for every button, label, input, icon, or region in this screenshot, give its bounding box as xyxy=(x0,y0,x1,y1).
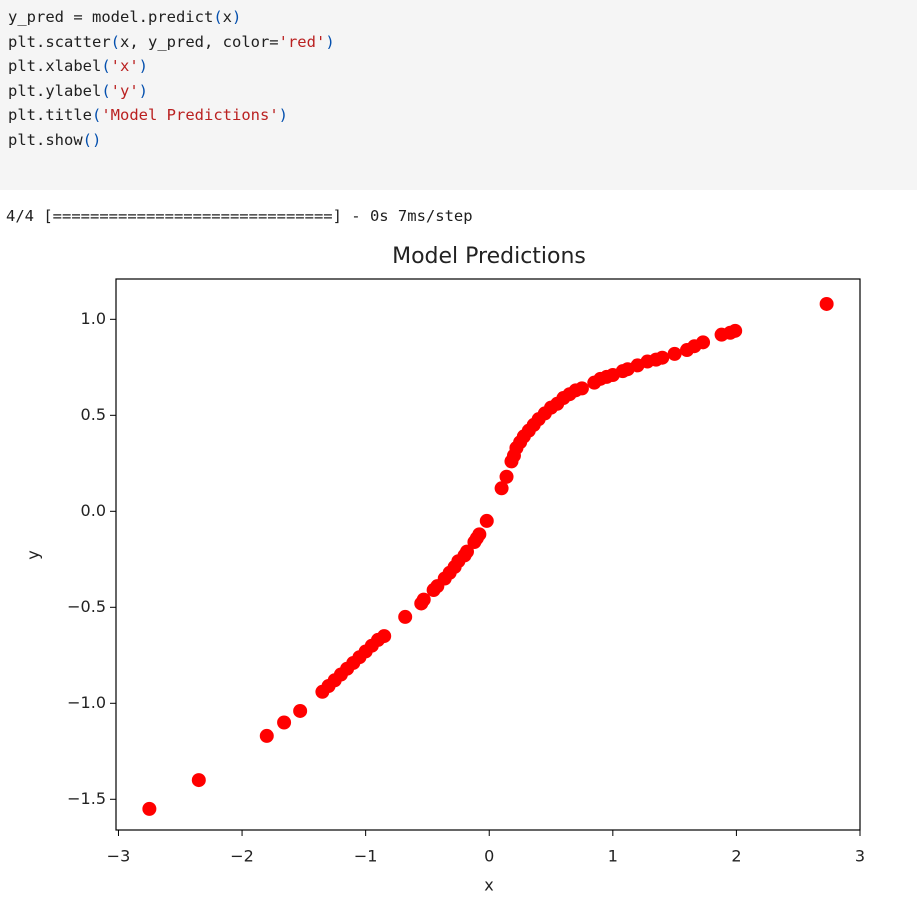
code-line: plt.title('Model Predictions') xyxy=(8,106,288,124)
x-tick-label: −3 xyxy=(107,847,131,866)
point xyxy=(728,323,743,338)
point xyxy=(667,346,682,361)
code-token: ) xyxy=(138,81,149,100)
code-token: plt.scatter xyxy=(8,32,111,51)
x-axis-label: x xyxy=(484,876,493,895)
code-cell[interactable]: y_pred = model.predict(x) plt.scatter(x, … xyxy=(0,0,917,190)
code-token: plt.show xyxy=(8,130,83,149)
y-tick-label: 0.0 xyxy=(81,501,106,520)
x-tick-label: 0 xyxy=(484,847,494,866)
point xyxy=(472,527,487,542)
x-tick-label: −1 xyxy=(354,847,378,866)
point xyxy=(277,715,292,730)
chart-title: Model Predictions xyxy=(392,244,586,269)
point xyxy=(377,629,392,644)
y-tick-label: −1.0 xyxy=(67,693,106,712)
code-token: x xyxy=(222,8,232,26)
y-tick-label: −0.5 xyxy=(67,597,106,616)
code-token: y_pred = model.predict xyxy=(8,8,214,26)
y-axis-label: y xyxy=(24,550,43,559)
point xyxy=(142,801,157,816)
point xyxy=(191,773,206,788)
x-tick-label: −2 xyxy=(230,847,254,866)
code-line: y_pred = model.predict(x) xyxy=(8,8,241,26)
code-token: 'x' xyxy=(110,57,139,75)
code-line: plt.scatter(x, y_pred, color='red') xyxy=(8,33,335,51)
point xyxy=(416,592,431,607)
point xyxy=(696,335,711,350)
point xyxy=(499,469,514,484)
code-token: ) xyxy=(138,57,149,75)
point xyxy=(398,609,413,624)
y-tick-label: 1.0 xyxy=(81,309,106,328)
code-token: ( xyxy=(110,32,120,51)
point xyxy=(574,381,589,396)
code-token: 'y' xyxy=(110,81,139,100)
code-token: ( xyxy=(213,8,223,26)
x-tick-label: 1 xyxy=(608,847,618,866)
point xyxy=(459,544,474,559)
code-token: x, y_pred, color= xyxy=(120,32,279,51)
code-token: ) xyxy=(232,8,242,26)
point xyxy=(819,296,834,311)
y-tick-label: −1.5 xyxy=(67,789,106,808)
point xyxy=(479,513,494,528)
code-line: plt.ylabel('y') xyxy=(8,82,148,100)
y-tick-label: 0.5 xyxy=(81,405,106,424)
point xyxy=(293,703,308,718)
code-line: plt.show() xyxy=(8,131,101,149)
code-token: 'Model Predictions' xyxy=(101,106,279,124)
output-text: 4/4 [==============================] - 0… xyxy=(6,207,473,225)
point xyxy=(655,350,670,365)
code-token: ( xyxy=(92,106,102,124)
code-token: ( xyxy=(101,81,111,100)
code-line: plt.xlabel('x') xyxy=(8,57,148,75)
code-token: plt.title xyxy=(8,106,92,124)
x-tick-label: 3 xyxy=(855,847,865,866)
point xyxy=(259,728,274,743)
code-token: ) xyxy=(278,106,288,124)
x-tick-label: 2 xyxy=(731,847,741,866)
code-token: () xyxy=(82,130,102,149)
plot-frame xyxy=(115,278,861,831)
code-token: ) xyxy=(325,32,335,51)
code-token: plt.ylabel xyxy=(8,81,102,100)
code-token: 'red' xyxy=(278,32,326,51)
code-token: plt.xlabel xyxy=(8,57,102,75)
code-token: ( xyxy=(101,57,111,75)
point xyxy=(494,481,509,496)
